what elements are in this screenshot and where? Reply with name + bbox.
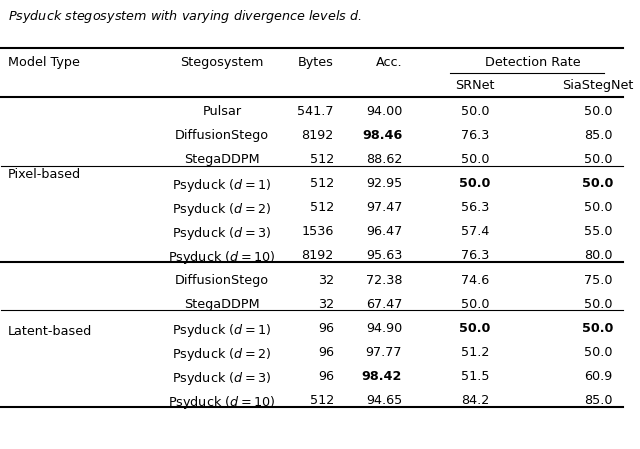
Text: 76.3: 76.3 xyxy=(461,129,489,142)
Text: 98.42: 98.42 xyxy=(362,370,402,383)
Text: Latent-based: Latent-based xyxy=(8,325,92,338)
Text: 50.0: 50.0 xyxy=(584,346,612,359)
Text: Psyduck ($d = 3$): Psyduck ($d = 3$) xyxy=(172,225,271,242)
Text: 50.0: 50.0 xyxy=(461,153,489,166)
Text: 60.9: 60.9 xyxy=(584,370,612,383)
Text: Psyduck stegosystem with varying divergence levels $d$.: Psyduck stegosystem with varying diverge… xyxy=(8,8,362,25)
Text: Stegosystem: Stegosystem xyxy=(180,56,264,69)
Text: 92.95: 92.95 xyxy=(366,177,402,190)
Text: 56.3: 56.3 xyxy=(461,201,489,214)
Text: 94.65: 94.65 xyxy=(366,394,402,407)
Text: 96: 96 xyxy=(318,322,334,335)
Text: 67.47: 67.47 xyxy=(366,298,402,311)
Text: 97.77: 97.77 xyxy=(365,346,402,359)
Text: 50.0: 50.0 xyxy=(459,322,491,335)
Text: StegaDDPM: StegaDDPM xyxy=(184,153,260,166)
Text: Pulsar: Pulsar xyxy=(202,105,241,118)
Text: SiaStegNet: SiaStegNet xyxy=(562,79,634,92)
Text: 32: 32 xyxy=(317,273,334,286)
Text: 55.0: 55.0 xyxy=(584,225,612,238)
Text: 50.0: 50.0 xyxy=(582,177,614,190)
Text: 75.0: 75.0 xyxy=(584,273,612,286)
Text: 512: 512 xyxy=(310,201,334,214)
Text: 96: 96 xyxy=(318,346,334,359)
Text: Psyduck ($d = 10$): Psyduck ($d = 10$) xyxy=(168,250,276,267)
Text: Psyduck ($d = 1$): Psyduck ($d = 1$) xyxy=(172,322,271,339)
Text: 96.47: 96.47 xyxy=(366,225,402,238)
Text: 85.0: 85.0 xyxy=(584,129,612,142)
Text: 512: 512 xyxy=(310,394,334,407)
Text: 94.00: 94.00 xyxy=(366,105,402,118)
Text: 512: 512 xyxy=(310,153,334,166)
Text: 76.3: 76.3 xyxy=(461,250,489,263)
Text: Bytes: Bytes xyxy=(298,56,334,69)
Text: 97.47: 97.47 xyxy=(366,201,402,214)
Text: Detection Rate: Detection Rate xyxy=(486,56,581,69)
Text: 85.0: 85.0 xyxy=(584,394,612,407)
Text: 51.2: 51.2 xyxy=(461,346,489,359)
Text: 95.63: 95.63 xyxy=(366,250,402,263)
Text: Acc.: Acc. xyxy=(376,56,402,69)
Text: Pixel-based: Pixel-based xyxy=(8,168,81,181)
Text: SRNet: SRNet xyxy=(455,79,495,92)
Text: 50.0: 50.0 xyxy=(582,322,614,335)
Text: 74.6: 74.6 xyxy=(461,273,489,286)
Text: Psyduck ($d = 2$): Psyduck ($d = 2$) xyxy=(172,346,271,363)
Text: 50.0: 50.0 xyxy=(459,177,491,190)
Text: 50.0: 50.0 xyxy=(584,298,612,311)
Text: DiffusionStego: DiffusionStego xyxy=(175,129,269,142)
Text: StegaDDPM: StegaDDPM xyxy=(184,298,260,311)
Text: 51.5: 51.5 xyxy=(461,370,489,383)
Text: 98.46: 98.46 xyxy=(362,129,402,142)
Text: 1536: 1536 xyxy=(301,225,334,238)
Text: 50.0: 50.0 xyxy=(584,201,612,214)
Text: Psyduck ($d = 1$): Psyduck ($d = 1$) xyxy=(172,177,271,194)
Text: 32: 32 xyxy=(317,298,334,311)
Text: 541.7: 541.7 xyxy=(298,105,334,118)
Text: 80.0: 80.0 xyxy=(584,250,612,263)
Text: 50.0: 50.0 xyxy=(584,105,612,118)
Text: 94.90: 94.90 xyxy=(366,322,402,335)
Text: 84.2: 84.2 xyxy=(461,394,489,407)
Text: 72.38: 72.38 xyxy=(365,273,402,286)
Text: 88.62: 88.62 xyxy=(366,153,402,166)
Text: 512: 512 xyxy=(310,177,334,190)
Text: 8192: 8192 xyxy=(301,250,334,263)
Text: 50.0: 50.0 xyxy=(461,298,489,311)
Text: Model Type: Model Type xyxy=(8,56,79,69)
Text: 50.0: 50.0 xyxy=(461,105,489,118)
Text: 50.0: 50.0 xyxy=(584,153,612,166)
Text: Psyduck ($d = 2$): Psyduck ($d = 2$) xyxy=(172,201,271,218)
Text: Psyduck ($d = 10$): Psyduck ($d = 10$) xyxy=(168,394,276,411)
Text: 96: 96 xyxy=(318,370,334,383)
Text: 8192: 8192 xyxy=(301,129,334,142)
Text: 57.4: 57.4 xyxy=(461,225,489,238)
Text: DiffusionStego: DiffusionStego xyxy=(175,273,269,286)
Text: Psyduck ($d = 3$): Psyduck ($d = 3$) xyxy=(172,370,271,387)
